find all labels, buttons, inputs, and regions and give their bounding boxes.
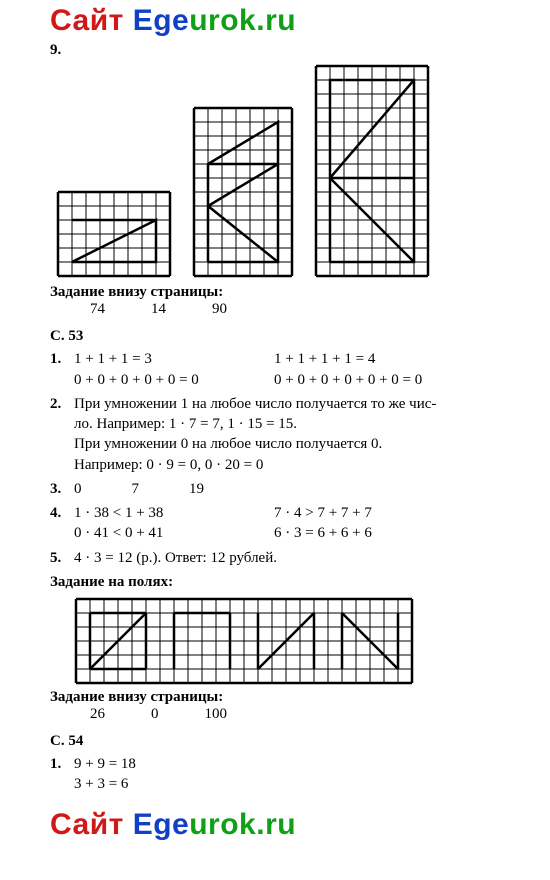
val: 26 [90,706,105,723]
eq: 1 · 38 < 1 + 38 [74,503,274,523]
task-body: 0 7 19 [74,479,522,499]
eq: 7 · 4 > 7 + 7 + 7 [274,503,372,523]
watermark-bottom: Сайт Egeurok.ru [0,804,550,844]
eq: 0 · 41 < 0 + 41 [74,523,274,543]
task-num: 4. [50,503,74,544]
section-53: С. 53 [50,328,522,345]
problem-9-label: 9. [50,40,522,60]
task-body: 1 + 1 + 1 = 3 1 + 1 + 1 + 1 = 4 0 + 0 + … [74,349,522,390]
task-body: 4 · 3 = 12 (р.). Ответ: 12 рублей. [74,548,522,568]
watermark-part1: Сайт [50,4,133,37]
eq: 0 + 0 + 0 + 0 + 0 = 0 [74,370,274,390]
eq: 1 + 1 + 1 + 1 = 4 [274,349,375,369]
val: 7 [132,479,140,499]
text-line: Например: 0 · 9 = 0, 0 · 20 = 0 [74,455,522,475]
val: 19 [189,479,204,499]
task-num: 3. [50,479,74,499]
watermark-top: Сайт Egeurok.ru [0,0,550,40]
val: 74 [90,301,105,318]
val: 0 [74,479,82,499]
bottom-task-2-title: Задание внизу страницы: [50,689,522,706]
task-num: 1. [50,754,74,795]
watermark-part1: Сайт [50,808,133,841]
text-line: ло. Например: 1 · 7 = 7, 1 · 15 = 15. [74,414,522,434]
grid-c [314,64,430,278]
task-num: 2. [50,394,74,475]
task-54-1: 1. 9 + 9 = 18 3 + 3 = 6 [50,754,522,795]
val: 100 [205,706,228,723]
grid-a [56,190,172,278]
task-num: 5. [50,548,74,568]
task-body: 1 · 38 < 1 + 38 7 · 4 > 7 + 7 + 7 0 · 41… [74,503,522,544]
task-5: 5. 4 · 3 = 12 (р.). Ответ: 12 рублей. [50,548,522,568]
fields-grid [74,597,522,685]
section-54: С. 54 [50,733,522,750]
task-3: 3. 0 7 19 [50,479,522,499]
eq: 9 + 9 = 18 [74,754,522,774]
bottom-task-1-values: 74 14 90 [50,301,522,318]
task-4: 4. 1 · 38 < 1 + 38 7 · 4 > 7 + 7 + 7 0 ·… [50,503,522,544]
bottom-task-2-values: 26 0 100 [50,706,522,723]
eq: 1 + 1 + 1 = 3 [74,349,274,369]
task-body: 9 + 9 = 18 3 + 3 = 6 [74,754,522,795]
eq: 3 + 3 = 6 [74,774,522,794]
watermark-part2: Ege [133,808,190,841]
val: 0 [151,706,159,723]
task-2: 2. При умножении 1 на любое число получа… [50,394,522,475]
val: 90 [212,301,227,318]
watermark-part3: urok.ru [189,4,296,37]
bottom-task-1-title: Задание внизу страницы: [50,284,522,301]
val: 14 [151,301,166,318]
page-content: 9. Задание внизу страницы: 741490 С. 53 … [0,40,550,804]
grid-b [192,106,294,278]
task-body: При умножении 1 на любое число получаетс… [74,394,522,475]
grid-figures-row [56,64,522,278]
text-line: При умножении 0 на любое число получаетс… [74,434,522,454]
fields-task-title: Задание на полях: [50,574,522,591]
eq: 6 · 3 = 6 + 6 + 6 [274,523,372,543]
watermark-part2: Ege [133,4,190,37]
text-line: При умножении 1 на любое число получаетс… [74,394,522,414]
task-1: 1. 1 + 1 + 1 = 3 1 + 1 + 1 + 1 = 4 0 + 0… [50,349,522,390]
task-num: 1. [50,349,74,390]
eq: 0 + 0 + 0 + 0 + 0 + 0 = 0 [274,370,422,390]
watermark-part3: urok.ru [189,808,296,841]
